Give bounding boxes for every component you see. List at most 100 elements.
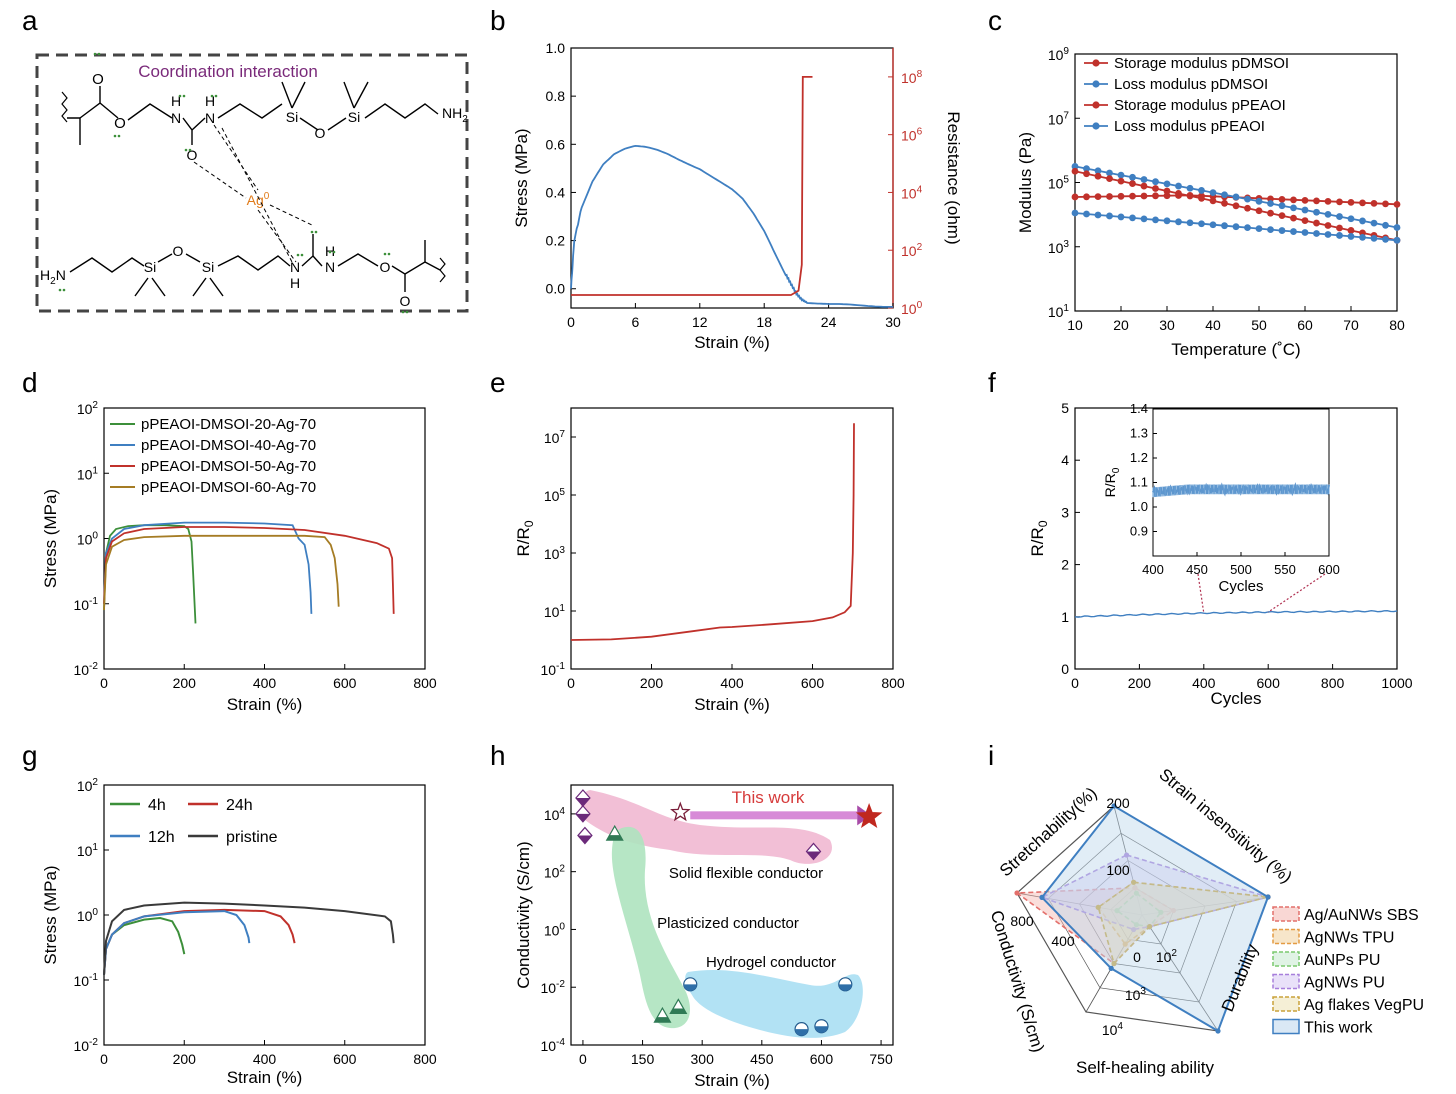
modulus-marker <box>1198 187 1205 194</box>
radar-point <box>1108 965 1114 971</box>
data-point-triangle-fill <box>670 1008 687 1014</box>
bond <box>364 103 439 119</box>
modulus-marker <box>1140 215 1148 223</box>
radar-point <box>1039 894 1045 901</box>
bond <box>192 277 207 297</box>
legend-label: This work <box>1304 1020 1373 1037</box>
atom-h: H <box>205 93 215 109</box>
panel-letter-c: c <box>988 5 1002 36</box>
modulus-marker <box>1301 206 1309 214</box>
inset-y-label: R/R0 <box>1102 467 1122 497</box>
modulus-marker <box>1278 227 1286 234</box>
bond <box>217 255 291 271</box>
modulus-marker <box>1152 185 1159 192</box>
modulus-marker <box>1324 197 1332 205</box>
inset-y-tick-label: 0.9 <box>1130 524 1148 539</box>
bond <box>182 117 193 145</box>
modulus-marker <box>1336 198 1343 206</box>
legend-label: AgNWs PU <box>1304 975 1385 992</box>
y2-axis-label: Resistance (ohm) <box>944 111 963 244</box>
atom-ag: Ag0 <box>247 191 270 208</box>
modulus-marker <box>1336 213 1343 220</box>
data-point-diamond-fill <box>575 798 590 806</box>
y-tick-label: 101 <box>77 842 99 859</box>
modulus-marker <box>1244 195 1251 203</box>
bond <box>299 117 319 131</box>
resistance-ratio-line <box>570 423 855 641</box>
panel-letter-h: h <box>490 740 506 771</box>
y-tick-label: 102 <box>77 400 99 417</box>
stress-strain-line <box>103 521 313 614</box>
x-tick-label: 200 <box>173 1051 197 1067</box>
plasticized-conductor-region <box>611 826 690 1029</box>
modulus-marker <box>1083 193 1090 201</box>
modulus-marker <box>1393 200 1401 208</box>
modulus-marker <box>1071 209 1079 217</box>
data-point-diamond-fill <box>806 851 821 860</box>
atom-si: Si <box>144 259 156 275</box>
radar-point <box>1132 885 1138 891</box>
this-work-star <box>855 802 883 829</box>
modulus-marker <box>1370 199 1378 207</box>
modulus-marker <box>1313 230 1320 237</box>
panel-f-chart: 0 200 400 600 800 1000 0 1 2 3 4 5 Cycles R/R0 400 450 5… <box>1028 400 1413 708</box>
lone-pair-dot <box>113 134 117 138</box>
modulus-marker <box>1071 193 1079 201</box>
modulus-marker <box>1152 192 1159 200</box>
y-tick-label: 0.6 <box>546 136 566 152</box>
radar-point <box>1265 894 1271 900</box>
atom-si: Si <box>348 109 360 125</box>
modulus-marker <box>1152 178 1159 186</box>
inset-x-tick-label: 450 <box>1186 562 1208 577</box>
x-tick-label: 70 <box>1343 317 1359 333</box>
y-tick-label: 101 <box>544 603 566 620</box>
bond <box>337 253 379 267</box>
inset-y-tick-label: 1.2 <box>1130 450 1148 465</box>
x-tick-label: 30 <box>885 314 901 330</box>
x-tick-label: 0 <box>100 675 108 691</box>
bond <box>327 117 347 131</box>
modulus-marker <box>1313 208 1320 216</box>
modulus-marker <box>1175 190 1182 197</box>
bond <box>343 81 355 109</box>
legend-label: pPEAOI-DMSOI-60-Ag-70 <box>141 479 316 496</box>
modulus-marker <box>1071 163 1079 170</box>
legend-swatch <box>1272 928 1300 945</box>
modulus-marker <box>1359 217 1366 225</box>
y-tick-label: 107 <box>544 429 566 446</box>
legend-swatch <box>1272 906 1300 922</box>
modulus-marker <box>1209 197 1217 205</box>
wavy-bond <box>439 257 446 283</box>
radar-tick-label: 103 <box>1125 986 1147 1003</box>
lone-pair-dot <box>314 230 318 234</box>
inset-x-tick-label: 550 <box>1274 562 1296 577</box>
y-tick-label: 100 <box>77 531 99 548</box>
legend-marker <box>1092 59 1100 67</box>
x-tick-label: 50 <box>1251 317 1267 333</box>
modulus-marker <box>1255 197 1263 205</box>
panel-letter-a: a <box>22 5 38 36</box>
bond <box>99 102 119 119</box>
x-axis-label: Strain (%) <box>227 695 303 714</box>
modulus-marker <box>1186 184 1194 192</box>
atom-o: O <box>187 147 198 163</box>
panel-b-chart: 0 6 12 18 24 30 0.0 0.2 0.4 0.6 0.8 1.0 100 102 104 106… <box>512 40 963 352</box>
lone-pair-dot <box>387 252 391 256</box>
y2-tick-label: 102 <box>901 242 923 259</box>
y-tick-label: 10-1 <box>73 972 98 989</box>
legend-label: Ag/AuNWs SBS <box>1304 907 1419 924</box>
y-axis-label: Stress (MPa) <box>41 489 60 588</box>
y-axis-label: Conductivity (S/cm) <box>514 841 533 988</box>
stress-strain-line <box>103 524 197 624</box>
modulus-marker <box>1106 212 1113 220</box>
hydrogel-conductor-region <box>685 969 863 1038</box>
bond <box>191 117 206 131</box>
data-point-circle-fill <box>814 1026 828 1033</box>
inset-x-tick-label: 500 <box>1230 562 1252 577</box>
x-tick-label: 0 <box>1071 675 1079 691</box>
bond <box>134 277 149 297</box>
legend-marker <box>1092 101 1100 109</box>
y-tick-label: 3 <box>1061 504 1069 520</box>
modulus-marker <box>1175 182 1182 190</box>
radar-point <box>1215 1028 1221 1034</box>
